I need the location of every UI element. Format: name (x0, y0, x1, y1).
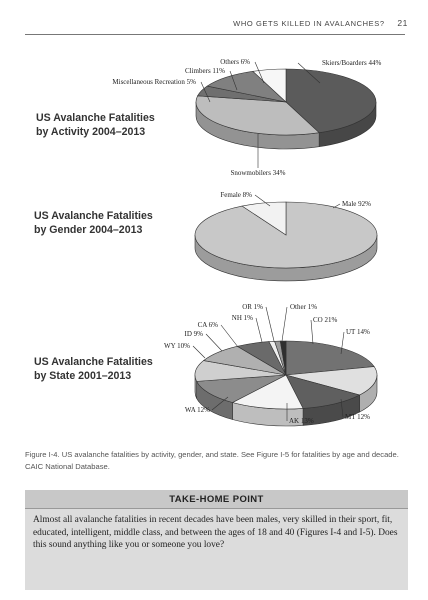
chart-title-line: US Avalanche Fatalities (36, 112, 155, 124)
slice-label-others-6: Others 6% (220, 58, 250, 66)
figure-pie-charts: Skiers/Boarders 44% Snowmobilers 34% Misce… (34, 58, 381, 427)
figure-caption: Figure I-4. US avalanche fatalities by a… (25, 450, 399, 471)
leader-line-skiers-boarders-44 (297, 62, 321, 84)
header-rule (25, 34, 405, 35)
slice-label-id-9: ID 9% (185, 330, 204, 338)
slice-label-nh-1: NH 1% (232, 314, 253, 322)
leader-line-or-1 (265, 306, 275, 342)
take-home-box: TAKE-HOME POINT Almost all avalanche fat… (25, 490, 408, 590)
leader-line-wy-10 (192, 345, 206, 359)
slice-label-skiers-boarders-44: Skiers/Boarders 44% (322, 59, 381, 67)
page-number: 21 (397, 18, 408, 28)
pie-slice-other-1 (279, 340, 287, 376)
leader-line-ut-14 (340, 331, 345, 355)
leader-line-other-1 (281, 306, 288, 342)
chart-title-line: US Avalanche Fatalities (34, 210, 153, 222)
slice-label-or-1: OR 1% (242, 303, 263, 311)
leader-line-wa-12 (211, 396, 229, 411)
slice-label-ut-14: UT 14% (346, 328, 370, 336)
slice-label-other-1: Other 1% (290, 303, 317, 311)
chart-title-line: by Gender 2004–2013 (34, 224, 142, 236)
slice-label-female-8: Female 8% (220, 191, 252, 199)
leader-line-co-21 (310, 319, 314, 345)
chart-title-line: by State 2001–2013 (34, 370, 131, 382)
running-head: WHO GETS KILLED IN AVALANCHES? 21 (233, 18, 408, 28)
take-home-heading: TAKE-HOME POINT (25, 490, 408, 509)
pie-slice-snowmobilers-34 (195, 95, 320, 136)
pie-chart-us-avalanche-fatalities-by-state-2001-2013: CO 21% UT 14% MT 12% AK 13% WA 12% WY 10% ID 9… (34, 303, 378, 427)
slice-label-climbers-11: Climbers 11% (185, 67, 225, 75)
leader-line-female-8 (254, 194, 271, 207)
leader-line-miscellaneous-recreation-5 (200, 81, 211, 103)
leader-line-nh-1 (255, 317, 263, 343)
chart-title-line: US Avalanche Fatalities (34, 356, 153, 368)
slice-label-snowmobilers-34: Snowmobilers 34% (230, 169, 285, 177)
pie-slice-wa-12 (196, 374, 287, 403)
leader-line-others-6 (254, 61, 265, 84)
leader-line-mt-12 (340, 398, 344, 418)
leader-line-male-92 (332, 203, 341, 209)
slice-label-wy-10: WY 10% (164, 342, 190, 350)
leader-line-climbers-11 (229, 70, 238, 91)
take-home-text: Almost all avalanche fatalities in recen… (33, 515, 398, 551)
running-head-title: WHO GETS KILLED IN AVALANCHES? (233, 19, 385, 28)
slice-label-ca-6: CA 6% (198, 321, 219, 329)
slice-label-male-92: Male 92% (342, 200, 371, 208)
leader-line-ca-6 (220, 324, 239, 348)
slice-label-miscellaneous-recreation-5: Miscellaneous Recreation 5% (112, 78, 196, 86)
pie-chart-us-avalanche-fatalities-by-activity-2004-2013: Skiers/Boarders 44% Snowmobilers 34% Misce… (36, 58, 381, 177)
chart-title-line: by Activity 2004–2013 (36, 126, 145, 138)
pie-slice-others-6 (252, 68, 287, 103)
slice-label-ak-13: AK 13% (289, 417, 314, 425)
leader-line-id-9 (205, 333, 223, 352)
slice-label-mt-12: MT 12% (345, 413, 370, 421)
pie-slice-skiers-boarders-44 (285, 68, 377, 134)
slice-label-co-21: CO 21% (313, 316, 337, 324)
pie-chart-us-avalanche-fatalities-by-gender-2004-2013: Male 92% Female 8% US Avalanche Fatalities… (34, 191, 378, 282)
pie-slice-ut-14 (285, 366, 378, 396)
pie-slice-ak-13 (231, 374, 304, 410)
slice-label-wa-12: WA 12% (185, 406, 210, 414)
pie-slice-female-8 (241, 201, 287, 236)
